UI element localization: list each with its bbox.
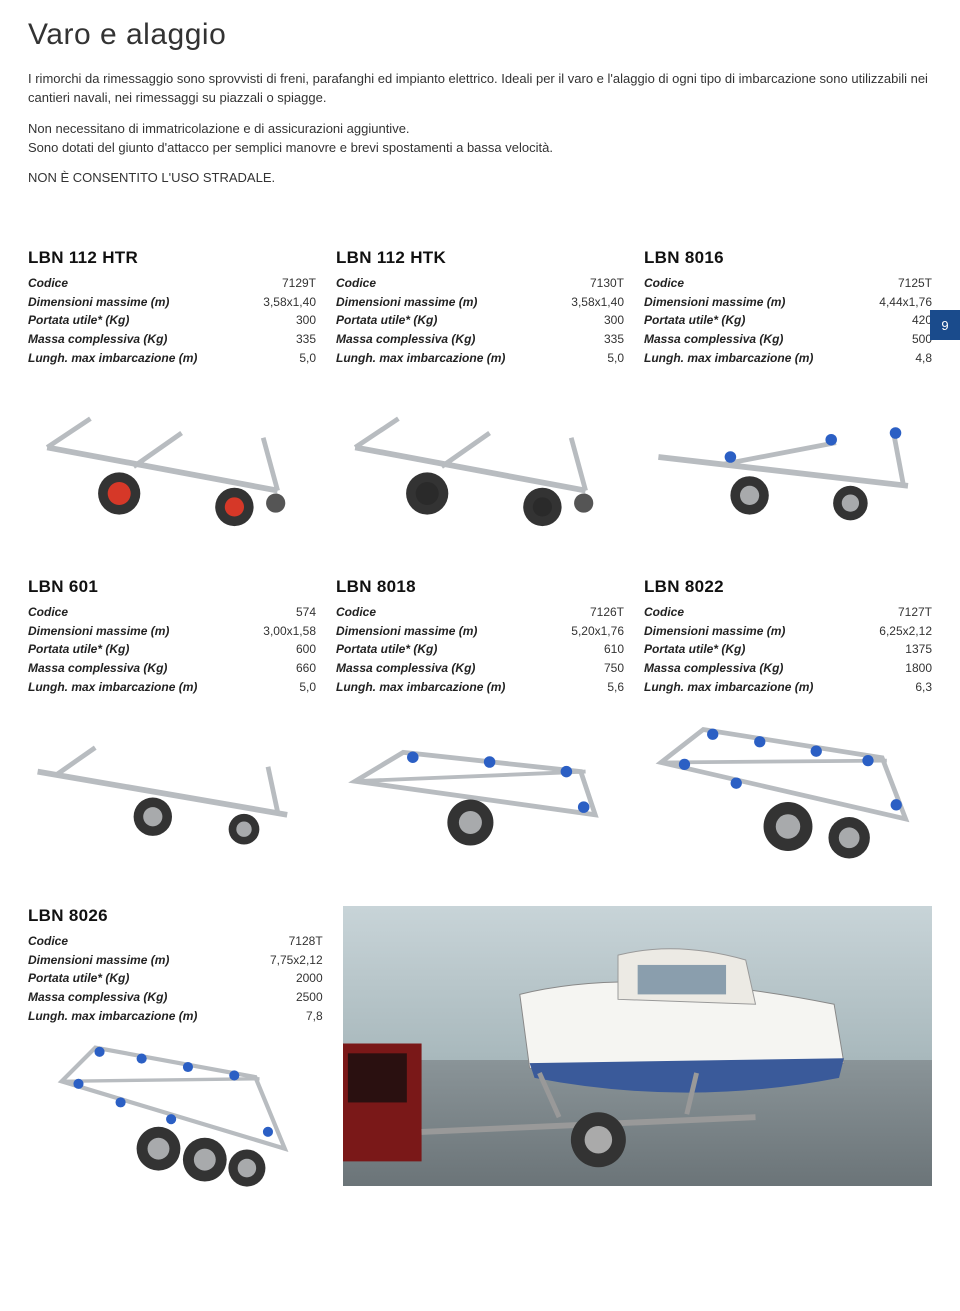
product-name: LBN 601: [28, 577, 316, 597]
product-card: LBN 8016 Codice 7125T Dimensioni massime …: [644, 248, 932, 537]
spec-value: 7130T: [564, 274, 624, 293]
spec-label: Massa complessiva (Kg): [644, 330, 783, 349]
product-image: [336, 377, 624, 537]
intro-p2: Non necessitano di immatricolazione e di…: [28, 120, 928, 158]
spec-label: Portata utile* (Kg): [336, 311, 437, 330]
product-name: LBN 8018: [336, 577, 624, 597]
spec-value: 335: [564, 330, 624, 349]
spec-value: 335: [256, 330, 316, 349]
product-name: LBN 112 HTK: [336, 248, 624, 268]
spec-label: Massa complessiva (Kg): [28, 330, 167, 349]
intro-text: I rimorchi da rimessaggio sono sprovvist…: [28, 70, 932, 188]
product-card: LBN 112 HTK Codice 7130T Dimensioni massi…: [336, 248, 624, 537]
product-card: LBN 601 Codice 574 Dimensioni massime (m)…: [28, 577, 316, 866]
spec-label: Lungh. max imbarcazione (m): [28, 349, 197, 368]
product-name: LBN 112 HTR: [28, 248, 316, 268]
spec-value: 5,0: [256, 349, 316, 368]
product-card: LBN 8022 Codice 7127T Dimensioni massime …: [644, 577, 932, 866]
spec-label: Portata utile* (Kg): [28, 969, 129, 988]
spec-value: 3,58x1,40: [256, 293, 316, 312]
spec-label: Codice: [644, 274, 684, 293]
product-name: LBN 8022: [644, 577, 932, 597]
product-name: LBN 8026: [28, 906, 323, 926]
spec-value: 7,8: [263, 1007, 323, 1026]
spec-label: Lungh. max imbarcazione (m): [644, 349, 813, 368]
spec-label: Portata utile* (Kg): [336, 640, 437, 659]
product-card: LBN 8026 Codice 7128T Dimensioni massime …: [28, 906, 323, 1195]
spec-value: 574: [256, 603, 316, 622]
spec-label: Lungh. max imbarcazione (m): [28, 678, 197, 697]
spec-label: Codice: [644, 603, 684, 622]
spec-value: 300: [256, 311, 316, 330]
spec-label: Lungh. max imbarcazione (m): [644, 678, 813, 697]
product-image: [28, 706, 316, 866]
product-image: [28, 1035, 323, 1195]
spec-label: Dimensioni massime (m): [644, 622, 785, 641]
spec-label: Lungh. max imbarcazione (m): [336, 678, 505, 697]
spec-label: Massa complessiva (Kg): [644, 659, 783, 678]
spec-value: 7128T: [263, 932, 323, 951]
spec-label: Codice: [28, 603, 68, 622]
spec-value: 600: [256, 640, 316, 659]
spec-label: Dimensioni massime (m): [336, 293, 477, 312]
spec-value: 6,25x2,12: [872, 622, 932, 641]
spec-label: Massa complessiva (Kg): [336, 659, 475, 678]
spec-value: 7129T: [256, 274, 316, 293]
spec-label: Massa complessiva (Kg): [336, 330, 475, 349]
page-number-badge: 9: [930, 310, 960, 340]
product-image: [644, 706, 932, 866]
spec-value: 7125T: [872, 274, 932, 293]
spec-label: Dimensioni massime (m): [28, 293, 169, 312]
product-name: LBN 8016: [644, 248, 932, 268]
spec-value: 750: [564, 659, 624, 678]
spec-value: 6,3: [872, 678, 932, 697]
spec-label: Dimensioni massime (m): [336, 622, 477, 641]
spec-label: Dimensioni massime (m): [28, 951, 169, 970]
spec-label: Portata utile* (Kg): [28, 311, 129, 330]
spec-label: Portata utile* (Kg): [644, 640, 745, 659]
spec-value: 300: [564, 311, 624, 330]
spec-value: 500: [872, 330, 932, 349]
boat-launch-photo: [343, 906, 932, 1186]
boat-illustration: [343, 906, 932, 1181]
page-title: Varo e alaggio: [28, 18, 932, 52]
spec-label: Lungh. max imbarcazione (m): [28, 1007, 197, 1026]
spec-label: Codice: [28, 932, 68, 951]
product-card: LBN 8018 Codice 7126T Dimensioni massime …: [336, 577, 624, 866]
product-image: [336, 706, 624, 866]
spec-value: 2000: [263, 969, 323, 988]
spec-value: 5,0: [256, 678, 316, 697]
spec-label: Lungh. max imbarcazione (m): [336, 349, 505, 368]
spec-value: 7,75x2,12: [263, 951, 323, 970]
product-image: [644, 377, 932, 537]
spec-value: 5,20x1,76: [564, 622, 624, 641]
spec-value: 4,8: [872, 349, 932, 368]
spec-value: 5,0: [564, 349, 624, 368]
intro-p1: I rimorchi da rimessaggio sono sprovvist…: [28, 70, 928, 108]
spec-value: 610: [564, 640, 624, 659]
spec-value: 5,6: [564, 678, 624, 697]
spec-label: Codice: [336, 603, 376, 622]
spec-value: 4,44x1,76: [872, 293, 932, 312]
product-image: [28, 377, 316, 537]
spec-label: Massa complessiva (Kg): [28, 988, 167, 1007]
spec-value: 3,00x1,58: [256, 622, 316, 641]
spec-value: 7126T: [564, 603, 624, 622]
spec-label: Codice: [336, 274, 376, 293]
spec-label: Massa complessiva (Kg): [28, 659, 167, 678]
spec-label: Portata utile* (Kg): [28, 640, 129, 659]
spec-value: 1375: [872, 640, 932, 659]
spec-value: 3,58x1,40: [564, 293, 624, 312]
spec-label: Dimensioni massime (m): [644, 293, 785, 312]
spec-value: 660: [256, 659, 316, 678]
spec-label: Codice: [28, 274, 68, 293]
product-card: LBN 112 HTR Codice 7129T Dimensioni massi…: [28, 248, 316, 537]
spec-label: Portata utile* (Kg): [644, 311, 745, 330]
spec-value: 1800: [872, 659, 932, 678]
spec-label: Dimensioni massime (m): [28, 622, 169, 641]
spec-value: 2500: [263, 988, 323, 1007]
spec-value: 420: [872, 311, 932, 330]
spec-value: 7127T: [872, 603, 932, 622]
intro-p4: NON È CONSENTITO L'USO STRADALE.: [28, 169, 928, 188]
